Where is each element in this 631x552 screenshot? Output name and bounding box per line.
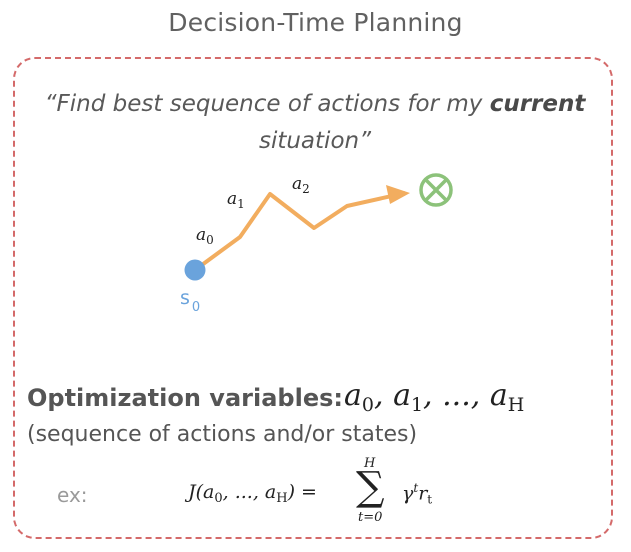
action-label-a2: a2 [292, 174, 310, 196]
dashed-frame [13, 57, 613, 539]
action-label-a1: a1 [227, 189, 245, 211]
optimization-subtitle: (sequence of actions and/or states) [27, 422, 418, 447]
sum-symbol: ∑ [356, 464, 385, 510]
action-label-a0: a0 [196, 225, 214, 247]
quote-close: situation” [258, 128, 372, 154]
optimization-variables: a0, a1, ..., aH [344, 378, 525, 416]
quote-text: “Find best sequence of actions for my cu… [20, 86, 610, 160]
circled-x-icon [419, 173, 453, 207]
optimization-label: Optimization variables: [27, 384, 343, 412]
trajectory-arrowhead [386, 185, 410, 204]
quote-open: “Find best sequence of actions for my [44, 91, 490, 117]
sum-lower-limit: t=0 [358, 510, 383, 525]
trajectory-path [193, 191, 406, 272]
formula-rhs: γtrt [402, 481, 433, 507]
page-title: Decision-Time Planning [168, 8, 463, 37]
sum-upper-limit: H [364, 456, 376, 471]
start-state-dot [184, 259, 206, 281]
example-label: ex: [57, 483, 88, 507]
formula-lhs: J(a0, ..., aH) = [188, 481, 317, 506]
quote-bold: current [489, 91, 586, 117]
